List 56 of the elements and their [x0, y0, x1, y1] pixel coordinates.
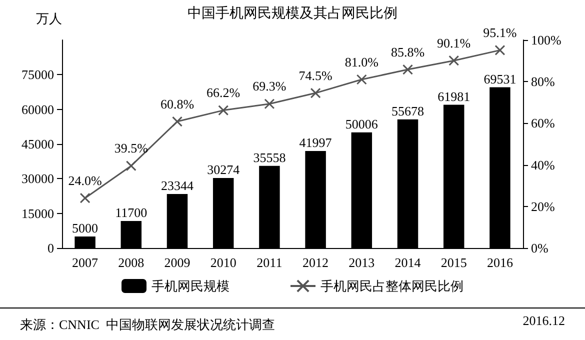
legend-label: 手机网民规模 [152, 278, 230, 294]
point [448, 55, 460, 66]
chart-title: 中国手机网民规模及其占网民比例 [188, 6, 398, 22]
data-label: 69531 [484, 71, 516, 86]
x-tick-label: 2011 [256, 255, 282, 270]
x-tick-label: 2010 [210, 255, 236, 270]
y2-tick-label: 20% [531, 198, 555, 214]
x-tick-label: 2009 [164, 255, 190, 270]
x-tick-label: 2015 [440, 255, 467, 270]
point [356, 74, 367, 85]
data-label: 30274 [207, 162, 240, 178]
point [126, 160, 136, 172]
x-tick-label: 2016 [486, 255, 514, 270]
point [172, 116, 182, 127]
data-label: 5000 [72, 220, 98, 236]
y-tick-label: 30000 [22, 171, 54, 186]
x-tick-label: 2013 [348, 255, 375, 270]
y2-tick-label: 0% [531, 240, 548, 256]
point [402, 64, 413, 75]
data-label: 74.5% [298, 68, 333, 83]
y-tick-label: 60000 [22, 102, 54, 117]
data-label: 95.1% [483, 24, 517, 40]
y2-tick-label: 60% [531, 116, 555, 131]
x-tick-label: 2014 [394, 255, 422, 270]
y-axis-title: 万人 [36, 11, 62, 26]
data-label: 39.5% [114, 140, 148, 156]
text: 2016.12 [522, 313, 565, 328]
data-label: 11700 [115, 204, 148, 220]
data-label: 61981 [438, 88, 470, 104]
y2-tick-label: 100% [531, 32, 562, 48]
y2-tick-label: 40% [531, 157, 555, 172]
data-label: 90.1% [437, 35, 471, 50]
legend-label: 手机网民占整体网民比例 [320, 278, 464, 294]
data-label: 23344 [161, 178, 194, 194]
data-label: 69.3% [252, 78, 286, 94]
source-note: 来源：CNNIC 中国物联网发展状况统计调查 [20, 317, 275, 332]
y-tick-label: 15000 [22, 206, 54, 221]
y2-tick-label: 80% [531, 74, 555, 90]
data-label: 50006 [345, 116, 378, 132]
x-tick-label: 2008 [118, 255, 144, 270]
x-tick-label: 2007 [72, 255, 99, 270]
y-tick-label: 75000 [22, 67, 54, 82]
data-label: 85.8% [390, 44, 425, 60]
data-label: 66.2% [206, 85, 240, 100]
point [310, 88, 321, 98]
y-tick-label: 0 [48, 240, 54, 256]
x-tick-label: 2012 [302, 255, 329, 270]
data-label: 55678 [392, 103, 424, 118]
point [218, 105, 229, 116]
data-label: 35558 [253, 150, 286, 165]
data-label: 24.0% [68, 172, 102, 188]
y-tick-label: 45000 [22, 136, 54, 152]
point [264, 98, 275, 110]
data-label: 81.0% [344, 54, 379, 70]
data-label: 60.8% [160, 96, 194, 112]
data-label: 41997 [299, 134, 332, 150]
